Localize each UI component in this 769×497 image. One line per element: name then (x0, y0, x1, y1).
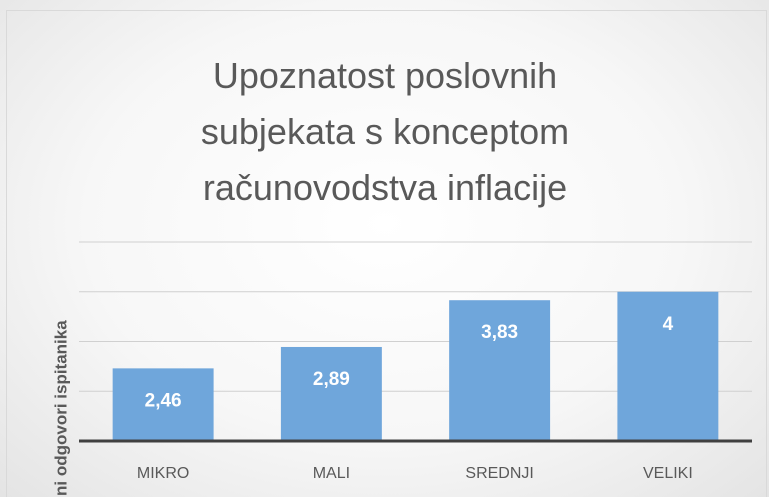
x-tick-label: SREDNJI (465, 465, 533, 482)
bar (112, 368, 214, 441)
x-tick-label: MALI (313, 465, 350, 482)
bar (449, 300, 551, 441)
bar (617, 291, 719, 441)
x-tick-label: MIKRO (137, 465, 189, 482)
data-label: 4 (663, 314, 674, 335)
bar (280, 346, 382, 441)
chart-frame (6, 10, 767, 497)
data-label: 2,89 (313, 369, 350, 390)
y-axis-label: ni odgovori ispitanika (51, 320, 70, 496)
data-label: 2,46 (145, 390, 182, 411)
x-tick-label: VELIKI (643, 465, 693, 482)
chart-title: Upoznatost poslovnih subjekata s koncept… (200, 55, 570, 208)
data-label: 3,83 (481, 322, 518, 343)
